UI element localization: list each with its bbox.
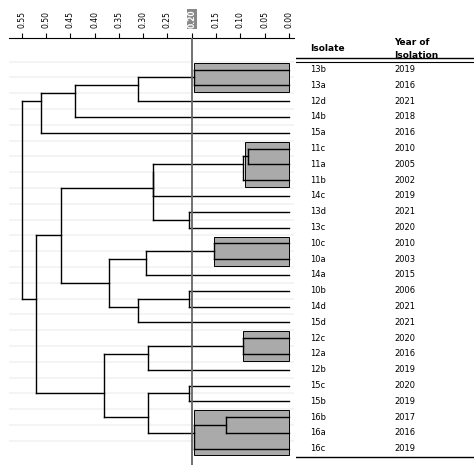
Text: 13b: 13b [310,65,327,74]
Text: 2005: 2005 [394,160,415,169]
Text: Year of: Year of [394,37,429,46]
Bar [214,237,289,266]
Text: 2021: 2021 [394,207,415,216]
Text: 15d: 15d [310,318,326,327]
Text: 2020: 2020 [394,334,415,343]
Text: 2021: 2021 [394,97,415,106]
Text: 2020: 2020 [394,223,415,232]
Text: 2015: 2015 [394,271,415,279]
Text: 2016: 2016 [394,128,415,137]
Text: 2016: 2016 [394,81,415,90]
Text: 2019: 2019 [394,191,415,201]
Text: Isolation: Isolation [394,51,438,60]
Text: 2019: 2019 [394,444,415,453]
Text: 2020: 2020 [394,381,415,390]
Text: 2003: 2003 [394,255,415,264]
Bar [245,142,289,187]
Text: 2017: 2017 [394,413,415,421]
Text: 10a: 10a [310,255,326,264]
Text: 11c: 11c [310,144,326,153]
Text: 12d: 12d [310,97,326,106]
Text: 10c: 10c [310,239,326,248]
Bar [194,410,289,456]
Bar [243,331,289,361]
Text: 13a: 13a [310,81,326,90]
Text: 16b: 16b [310,413,327,421]
Text: 15a: 15a [310,128,326,137]
Text: 2010: 2010 [394,239,415,248]
Text: 14b: 14b [310,112,326,121]
Text: 15c: 15c [310,381,326,390]
Text: 2010: 2010 [394,144,415,153]
Text: 16c: 16c [310,444,326,453]
Bar [194,63,289,92]
Text: 2021: 2021 [394,302,415,311]
Text: 2018: 2018 [394,112,415,121]
Text: 10b: 10b [310,286,326,295]
Text: 11b: 11b [310,176,326,184]
Text: 12a: 12a [310,349,326,358]
Text: 2002: 2002 [394,176,415,184]
Text: 16a: 16a [310,428,326,438]
Text: Isolate: Isolate [310,45,345,54]
Text: 12c: 12c [310,334,326,343]
Text: 14d: 14d [310,302,326,311]
Text: 2021: 2021 [394,318,415,327]
Text: 2016: 2016 [394,428,415,438]
Text: 13c: 13c [310,223,326,232]
Text: 2019: 2019 [394,65,415,74]
Text: 2006: 2006 [394,286,415,295]
Text: 2019: 2019 [394,365,415,374]
Text: 13d: 13d [310,207,327,216]
Text: 12b: 12b [310,365,326,374]
Text: 14a: 14a [310,271,326,279]
Text: 14c: 14c [310,191,326,201]
Text: 2019: 2019 [394,397,415,406]
Text: 15b: 15b [310,397,326,406]
Text: 11a: 11a [310,160,326,169]
Text: 2016: 2016 [394,349,415,358]
